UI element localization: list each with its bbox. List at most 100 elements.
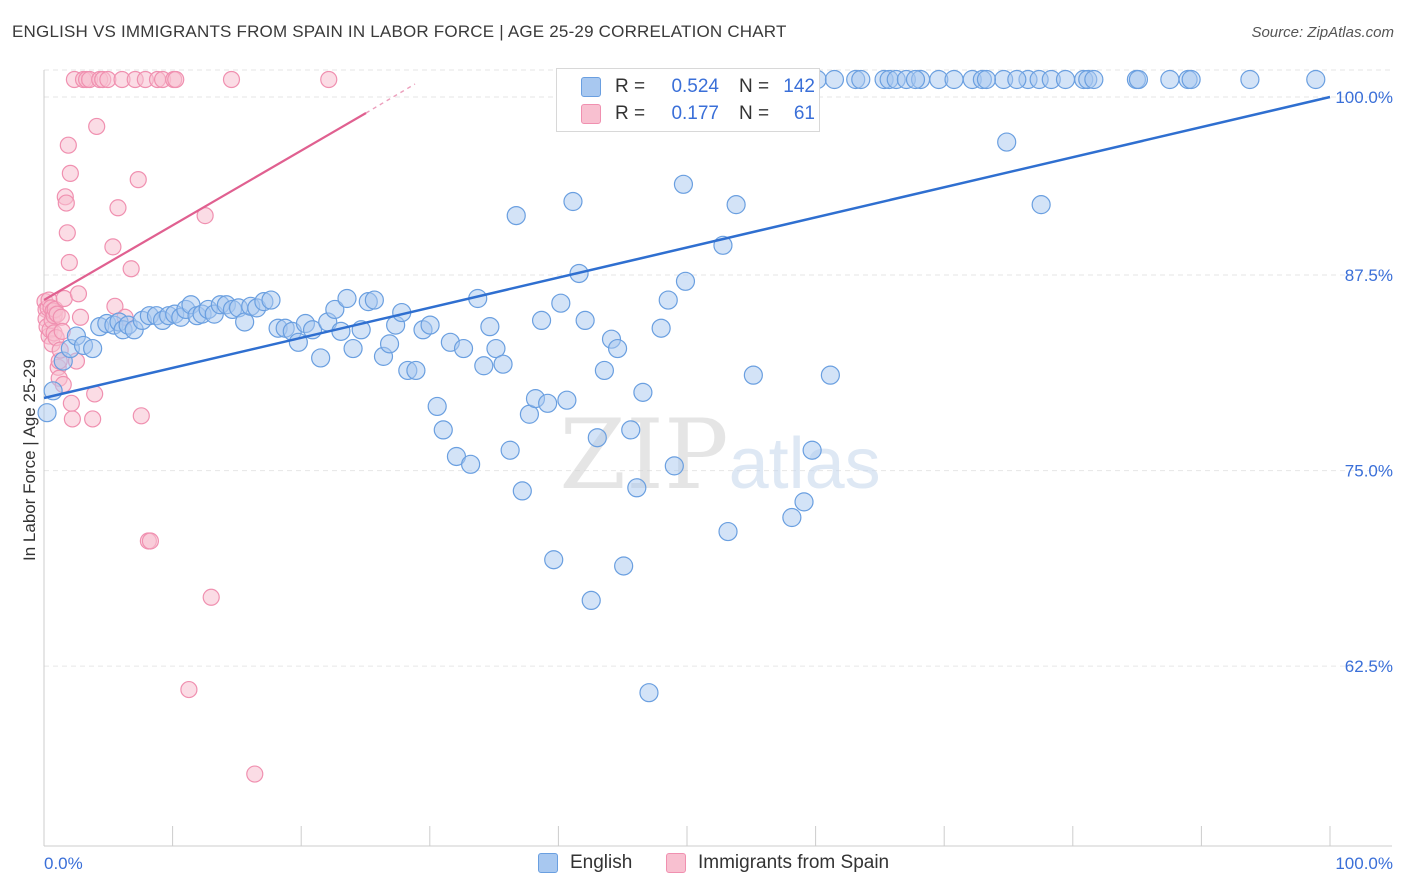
watermark: ZIPatlas xyxy=(559,399,880,511)
english-point xyxy=(621,420,641,440)
english-n-value: 142 xyxy=(783,76,815,97)
english-point xyxy=(331,321,351,341)
english-point xyxy=(493,354,513,374)
english-n-label: N = xyxy=(739,76,770,97)
english-point xyxy=(474,356,494,376)
english-point xyxy=(824,69,845,90)
english-point xyxy=(575,310,595,330)
english-point xyxy=(563,191,583,212)
spain-point xyxy=(180,680,198,699)
english-point xyxy=(325,299,345,320)
english-point xyxy=(1181,69,1201,90)
english-point xyxy=(557,390,577,410)
english-trend-line xyxy=(43,95,1331,400)
spain-point xyxy=(132,407,150,425)
english-point xyxy=(1055,69,1076,90)
spain-point xyxy=(61,164,79,182)
spain-r-value: 0.177 xyxy=(671,103,719,124)
english-point xyxy=(544,550,564,570)
tick-labels: 62.5% 75.0% 87.5% 100.0% 0.0% 100.0% xyxy=(44,88,1393,873)
y-tick-label: 100.0% xyxy=(1335,88,1393,107)
english-point xyxy=(551,293,571,313)
english-point xyxy=(675,271,696,291)
y-tick-label: 62.5% xyxy=(1345,657,1393,676)
gridlines xyxy=(44,69,1392,667)
spain-legend-swatch xyxy=(666,853,686,873)
axes xyxy=(43,70,1392,847)
english-point xyxy=(1007,69,1027,90)
english-point xyxy=(997,132,1017,152)
english-point xyxy=(1306,69,1326,90)
english-point xyxy=(944,69,964,90)
english-point xyxy=(480,317,500,337)
source-credit: Source: ZipAtlas.com xyxy=(1251,24,1394,41)
y-tick-label: 75.0% xyxy=(1345,462,1393,481)
spain-trend-extension xyxy=(365,83,416,114)
series-legend: English Immigrants from Spain xyxy=(0,852,1406,878)
spain-legend-label: Immigrants from Spain xyxy=(698,852,890,873)
english-point xyxy=(453,338,474,359)
legend-item-english: English xyxy=(538,852,632,874)
legend-item-spain: Immigrants from Spain xyxy=(666,852,889,874)
english-point xyxy=(461,454,481,474)
english-point xyxy=(1128,69,1149,90)
spain-point xyxy=(320,70,338,89)
spain-point xyxy=(71,308,90,326)
english-point xyxy=(1160,69,1180,90)
english-point xyxy=(851,69,871,90)
legend-row-spain: R = 0.177 N = 61 xyxy=(581,100,815,128)
chart-title: ENGLISH VS IMMIGRANTS FROM SPAIN IN LABO… xyxy=(12,22,787,41)
spain-point xyxy=(60,253,78,272)
english-point xyxy=(581,590,601,611)
english-legend-swatch xyxy=(538,853,558,873)
english-point xyxy=(664,456,684,476)
correlation-legend: R = 0.524 N = 142 R = 0.177 N = 61 xyxy=(556,68,820,132)
spain-point xyxy=(58,224,76,242)
english-point xyxy=(1084,69,1104,90)
spain-point xyxy=(57,194,75,212)
spain-point xyxy=(69,285,88,303)
english-point xyxy=(337,288,357,309)
english-legend-label: English xyxy=(570,852,633,873)
english-point xyxy=(607,338,628,359)
english-point xyxy=(726,195,746,215)
watermark-atlas: atlas xyxy=(729,424,881,504)
english-point xyxy=(420,315,440,335)
english-point xyxy=(1240,69,1260,90)
english-point xyxy=(794,492,814,512)
english-point xyxy=(83,338,103,359)
english-point xyxy=(614,556,634,576)
english-point xyxy=(500,440,520,460)
english-swatch xyxy=(581,77,601,97)
spain-point xyxy=(63,410,81,428)
spain-point xyxy=(55,289,73,308)
english-point xyxy=(538,393,558,413)
english-point xyxy=(718,521,738,542)
english-point xyxy=(486,338,506,359)
english-point xyxy=(594,360,614,381)
spain-swatch xyxy=(581,104,601,124)
english-point xyxy=(261,290,281,310)
english-point xyxy=(427,396,447,417)
english-point xyxy=(343,338,363,359)
spain-point xyxy=(104,238,122,256)
spain-point xyxy=(84,410,102,428)
trend-lines xyxy=(43,83,1331,400)
english-point xyxy=(651,318,671,338)
x-tick-label: 0.0% xyxy=(44,854,83,873)
spain-point xyxy=(122,260,140,278)
spain-point xyxy=(222,70,241,89)
spain-n-value: 61 xyxy=(793,103,815,124)
english-points xyxy=(37,69,1326,703)
english-point xyxy=(658,290,678,310)
english-point xyxy=(743,365,763,385)
spain-point xyxy=(141,532,160,550)
spain-point xyxy=(62,394,80,412)
spain-point xyxy=(88,117,106,136)
english-point xyxy=(1031,195,1051,215)
english-point xyxy=(531,310,552,330)
english-point xyxy=(639,683,659,703)
spain-point xyxy=(129,171,147,189)
english-r-label: R = xyxy=(615,76,646,97)
